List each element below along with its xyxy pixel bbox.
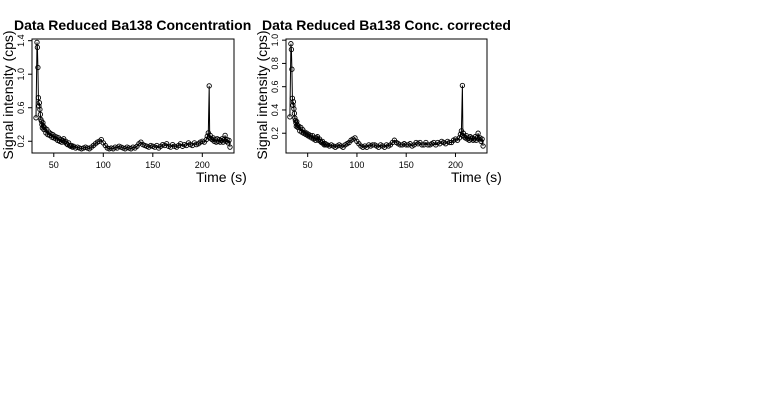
chart-2-data-point <box>290 99 297 105</box>
chart-1-x-axis-label: Time (s) <box>196 169 247 185</box>
chart-2-plot-frame <box>285 38 488 154</box>
chart-1-y-tick-label: 1.4 <box>16 34 26 47</box>
chart-1-x-tick-label: 200 <box>195 160 210 170</box>
chart-1-x-axis: 50 100 150 200 <box>49 153 210 170</box>
chart-2-y-tick-label: 0.4 <box>270 104 280 117</box>
chart-1-data-point <box>35 64 41 71</box>
chart-2-data-point <box>457 131 464 138</box>
chart-1-data-point <box>37 111 44 118</box>
chart-2-x-axis: 50 100 150 200 <box>303 153 463 170</box>
chart-1-x-tick-label: 150 <box>145 160 160 170</box>
chart-1-data-point <box>206 83 212 89</box>
chart-2-y-tick-label: 0.6 <box>270 80 280 93</box>
chart-1-x-tick-label: 50 <box>49 160 59 170</box>
chart-1-data-point <box>36 103 42 109</box>
chart-2-data-point <box>419 142 425 148</box>
chart-1-data-point <box>226 137 232 144</box>
chart-2-x-tick-label: 150 <box>399 160 414 170</box>
chart-2-data-point <box>294 118 300 125</box>
chart-2-y-axis-label: Signal intensity (cps) <box>254 30 270 159</box>
chart-2-data-point <box>480 143 486 149</box>
chart-2-y-tick-label: 1.0 <box>270 34 280 47</box>
chart-1-data-point <box>35 95 42 101</box>
chart-2-data-point <box>475 130 481 136</box>
chart-1-data-point <box>225 140 231 146</box>
chart-2-title: Data Reduced Ba138 Conc. corrected <box>262 17 511 33</box>
chart-1-data-point <box>227 144 233 150</box>
chart-1-y-axis: 0.2 0.6 1.0 1.4 <box>16 34 32 148</box>
chart-1-data-point <box>34 44 41 51</box>
chart-2-data-point <box>446 139 453 146</box>
chart-2-y-tick-label: 0.2 <box>270 127 280 140</box>
chart-2-x-tick-label: 50 <box>303 160 313 170</box>
chart-2-series-line <box>289 43 484 148</box>
chart-2-data-point <box>292 117 299 124</box>
chart-1-data-point <box>220 139 226 145</box>
chart-2-y-axis: 0.2 0.4 0.6 0.8 1.0 <box>270 34 286 140</box>
chart-2-marks <box>287 41 486 150</box>
chart-1-data-point <box>36 100 43 106</box>
chart-1-title: Data Reduced Ba138 Concentration <box>14 17 251 33</box>
chart-2-x-axis-label: Time (s) <box>451 169 502 185</box>
chart-1-data-point <box>34 39 40 46</box>
chart-2-data-point <box>289 66 295 72</box>
chart-1-data-point <box>69 144 76 150</box>
chart-1-x-tick-label: 100 <box>96 160 111 170</box>
chart-1-y-tick-label: 0.2 <box>16 135 26 148</box>
chart-2-y-tick-label: 0.8 <box>270 57 280 70</box>
chart-2-data-point <box>289 95 296 101</box>
chart-2-data-point <box>459 82 466 89</box>
chart-2-x-tick-label: 200 <box>448 160 463 170</box>
chart-2-data-point <box>288 46 295 53</box>
chart-1-plot-frame <box>31 38 235 154</box>
chart-1-data-point <box>222 132 228 139</box>
chart-1-data-point <box>33 115 39 121</box>
chart-2-data-point <box>478 138 484 145</box>
chart-2: Data Reduced Ba138 Conc. corrected 50 100… <box>254 17 511 185</box>
chart-2-data-point <box>287 114 293 120</box>
chart-2-x-tick-label: 100 <box>349 160 364 170</box>
chart-2-data-point <box>290 102 296 108</box>
chart-2-data-point <box>479 136 485 142</box>
chart-1-y-axis-label: Signal intensity (cps) <box>0 30 16 159</box>
chart-1-data-point <box>40 120 46 126</box>
chart-1-y-tick-label: 0.6 <box>16 101 26 114</box>
chart-1-marks <box>33 39 233 152</box>
chart-2-data-point <box>321 142 328 148</box>
chart-1: Data Reduced Ba138 Concentration 50 100 15… <box>0 17 251 185</box>
chart-1-series-line <box>35 42 231 150</box>
chart-1-data-point <box>37 106 43 113</box>
chart-1-y-tick-label: 1.0 <box>16 68 26 81</box>
chart-2-data-point <box>288 41 294 47</box>
